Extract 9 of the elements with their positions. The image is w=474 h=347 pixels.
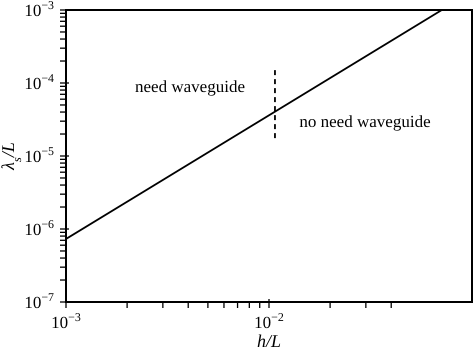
x-tick-label: 10$^{−2}$ bbox=[254, 310, 284, 332]
y-tick-label: 10$^{−7}$ bbox=[24, 290, 54, 312]
y-tick-label: 10$^{−4}$ bbox=[24, 71, 54, 93]
x-axis-title: h/L bbox=[256, 331, 282, 347]
y-tick-label: 10$^{−3}$ bbox=[24, 0, 54, 20]
annotation: no need waveguide bbox=[299, 112, 431, 132]
y-tick-label: 10$^{−6}$ bbox=[24, 217, 54, 239]
y-tick-label: 10$^{−5}$ bbox=[24, 144, 54, 166]
annotation: need waveguide bbox=[135, 77, 245, 97]
